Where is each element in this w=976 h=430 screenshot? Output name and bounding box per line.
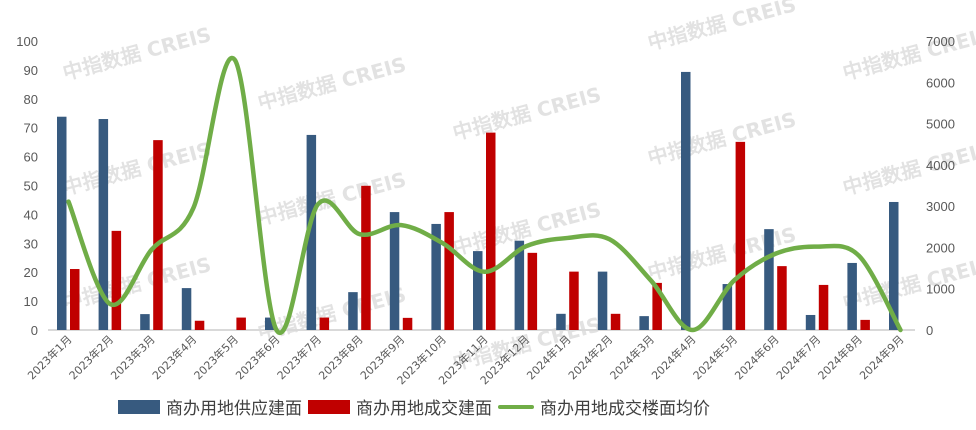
deal-bar xyxy=(402,317,413,330)
watermark-text: 中指数据 CREIS xyxy=(60,137,214,200)
legend: 商办用地供应建面 商办用地成交建面 商办用地成交楼面均价 xyxy=(118,394,716,419)
watermark-text: 中指数据 CREIS xyxy=(840,22,976,85)
legend-item-price: 商办用地成交楼面均价 xyxy=(498,394,710,419)
watermark-text: 中指数据 CREIS xyxy=(450,82,604,145)
deal-bar xyxy=(818,284,829,330)
left-tick-label: 100 xyxy=(16,34,38,49)
right-tick-label: 5000 xyxy=(926,117,955,132)
watermark-text: 中指数据 CREIS xyxy=(645,0,799,55)
deal-bar xyxy=(735,141,746,330)
supply-bar xyxy=(597,271,608,330)
supply-bar xyxy=(348,292,358,330)
supply-bar xyxy=(57,116,67,330)
left-tick-label: 10 xyxy=(24,294,38,309)
legend-swatch-deal xyxy=(308,399,350,414)
deal-bar xyxy=(153,140,163,330)
deal-bar xyxy=(569,271,579,330)
legend-swatch-price xyxy=(498,404,534,409)
supply-bar xyxy=(306,134,317,330)
left-y-axis: 0 10 20 30 40 50 60 70 80 90 100 xyxy=(16,34,38,338)
legend-swatch-supply xyxy=(118,399,160,414)
deal-bar xyxy=(610,313,621,330)
supply-bar xyxy=(181,288,192,330)
watermark-text: 中指数据 CREIS xyxy=(840,137,976,200)
left-tick-label: 0 xyxy=(31,323,38,338)
supply-bar xyxy=(431,223,441,330)
right-tick-label: 0 xyxy=(926,323,933,338)
x-tick-label: 2024年9月 xyxy=(856,332,906,382)
deal-bar xyxy=(652,282,662,330)
left-tick-label: 40 xyxy=(24,207,38,222)
supply-bar xyxy=(389,212,400,330)
deal-bar xyxy=(527,252,538,330)
deal-bar xyxy=(236,317,246,330)
legend-item-deal: 商办用地成交建面 xyxy=(308,394,492,419)
right-tick-label: 6000 xyxy=(926,75,955,90)
supply-bar xyxy=(764,229,774,330)
deal-bar xyxy=(860,319,870,330)
deal-bar xyxy=(111,230,122,330)
watermark-text: 中指数据 CREIS xyxy=(840,252,976,315)
deal-bar xyxy=(361,185,371,330)
legend-label-deal: 商办用地成交建面 xyxy=(356,399,492,419)
supply-bar xyxy=(556,313,566,330)
legend-label-price: 商办用地成交楼面均价 xyxy=(540,399,710,419)
supply-bar xyxy=(722,284,733,330)
left-tick-label: 90 xyxy=(24,63,38,78)
deal-bar xyxy=(319,317,330,330)
price-line-series xyxy=(66,55,903,336)
right-tick-label: 1000 xyxy=(926,282,955,297)
right-tick-label: 2000 xyxy=(926,240,955,255)
legend-item-supply: 商办用地供应建面 xyxy=(118,394,302,419)
supply-bar xyxy=(847,262,857,330)
legend-label-supply: 商办用地供应建面 xyxy=(166,399,302,419)
deal-bar xyxy=(444,212,454,330)
right-y-axis: 0 1000 2000 3000 4000 5000 6000 7000 xyxy=(926,34,955,338)
supply-bar xyxy=(98,119,109,330)
watermark-text: 中指数据 CREIS xyxy=(255,167,409,230)
right-tick-label: 7000 xyxy=(926,34,955,49)
deal-bar xyxy=(486,132,496,330)
watermark-text: 中指数据 CREIS xyxy=(255,282,409,345)
supply-bar xyxy=(514,240,525,330)
bar-series xyxy=(57,71,899,330)
supply-bar xyxy=(140,314,150,330)
watermark-text: 中指数据 CREIS xyxy=(60,22,214,85)
left-tick-label: 60 xyxy=(24,150,38,165)
watermark-text: 中指数据 CREIS xyxy=(450,197,604,260)
left-tick-label: 50 xyxy=(24,179,38,194)
left-tick-label: 30 xyxy=(24,236,38,251)
deal-bar xyxy=(194,320,205,330)
x-axis-labels: 2023年1月2023年2月2023年3月2023年4月2023年5月2023年… xyxy=(24,332,906,387)
right-tick-label: 3000 xyxy=(926,199,955,214)
left-tick-label: 80 xyxy=(24,92,38,107)
left-tick-label: 20 xyxy=(24,265,38,280)
deal-bar xyxy=(777,266,787,330)
deal-bar xyxy=(70,269,80,330)
supply-bar xyxy=(639,316,649,330)
left-tick-label: 70 xyxy=(24,121,38,136)
supply-bar xyxy=(889,201,899,330)
supply-bar xyxy=(265,317,275,330)
supply-bar xyxy=(473,251,483,330)
combo-chart: 中指数据 CREIS 中指数据 CREIS 中指数据 CREIS 中指数据 CREIS… xyxy=(16,0,976,387)
supply-bar xyxy=(805,314,816,330)
right-tick-label: 4000 xyxy=(926,158,955,173)
watermark-text: 中指数据 CREIS xyxy=(255,52,409,115)
supply-bar xyxy=(681,71,691,330)
watermark-text: 中指数据 CREIS xyxy=(645,107,799,170)
